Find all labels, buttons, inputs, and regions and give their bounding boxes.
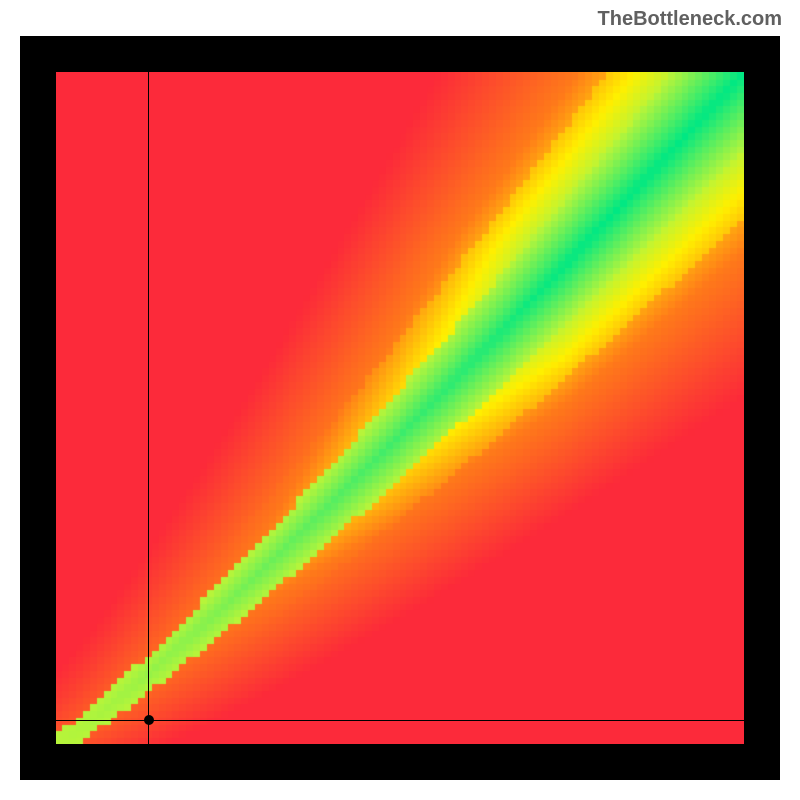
heatmap-canvas (56, 72, 744, 744)
crosshair-vertical (148, 72, 149, 744)
crosshair-horizontal (56, 720, 744, 721)
chart-container: TheBottleneck.com (0, 0, 800, 800)
plot-frame (20, 36, 780, 780)
attribution-text: TheBottleneck.com (598, 8, 782, 31)
